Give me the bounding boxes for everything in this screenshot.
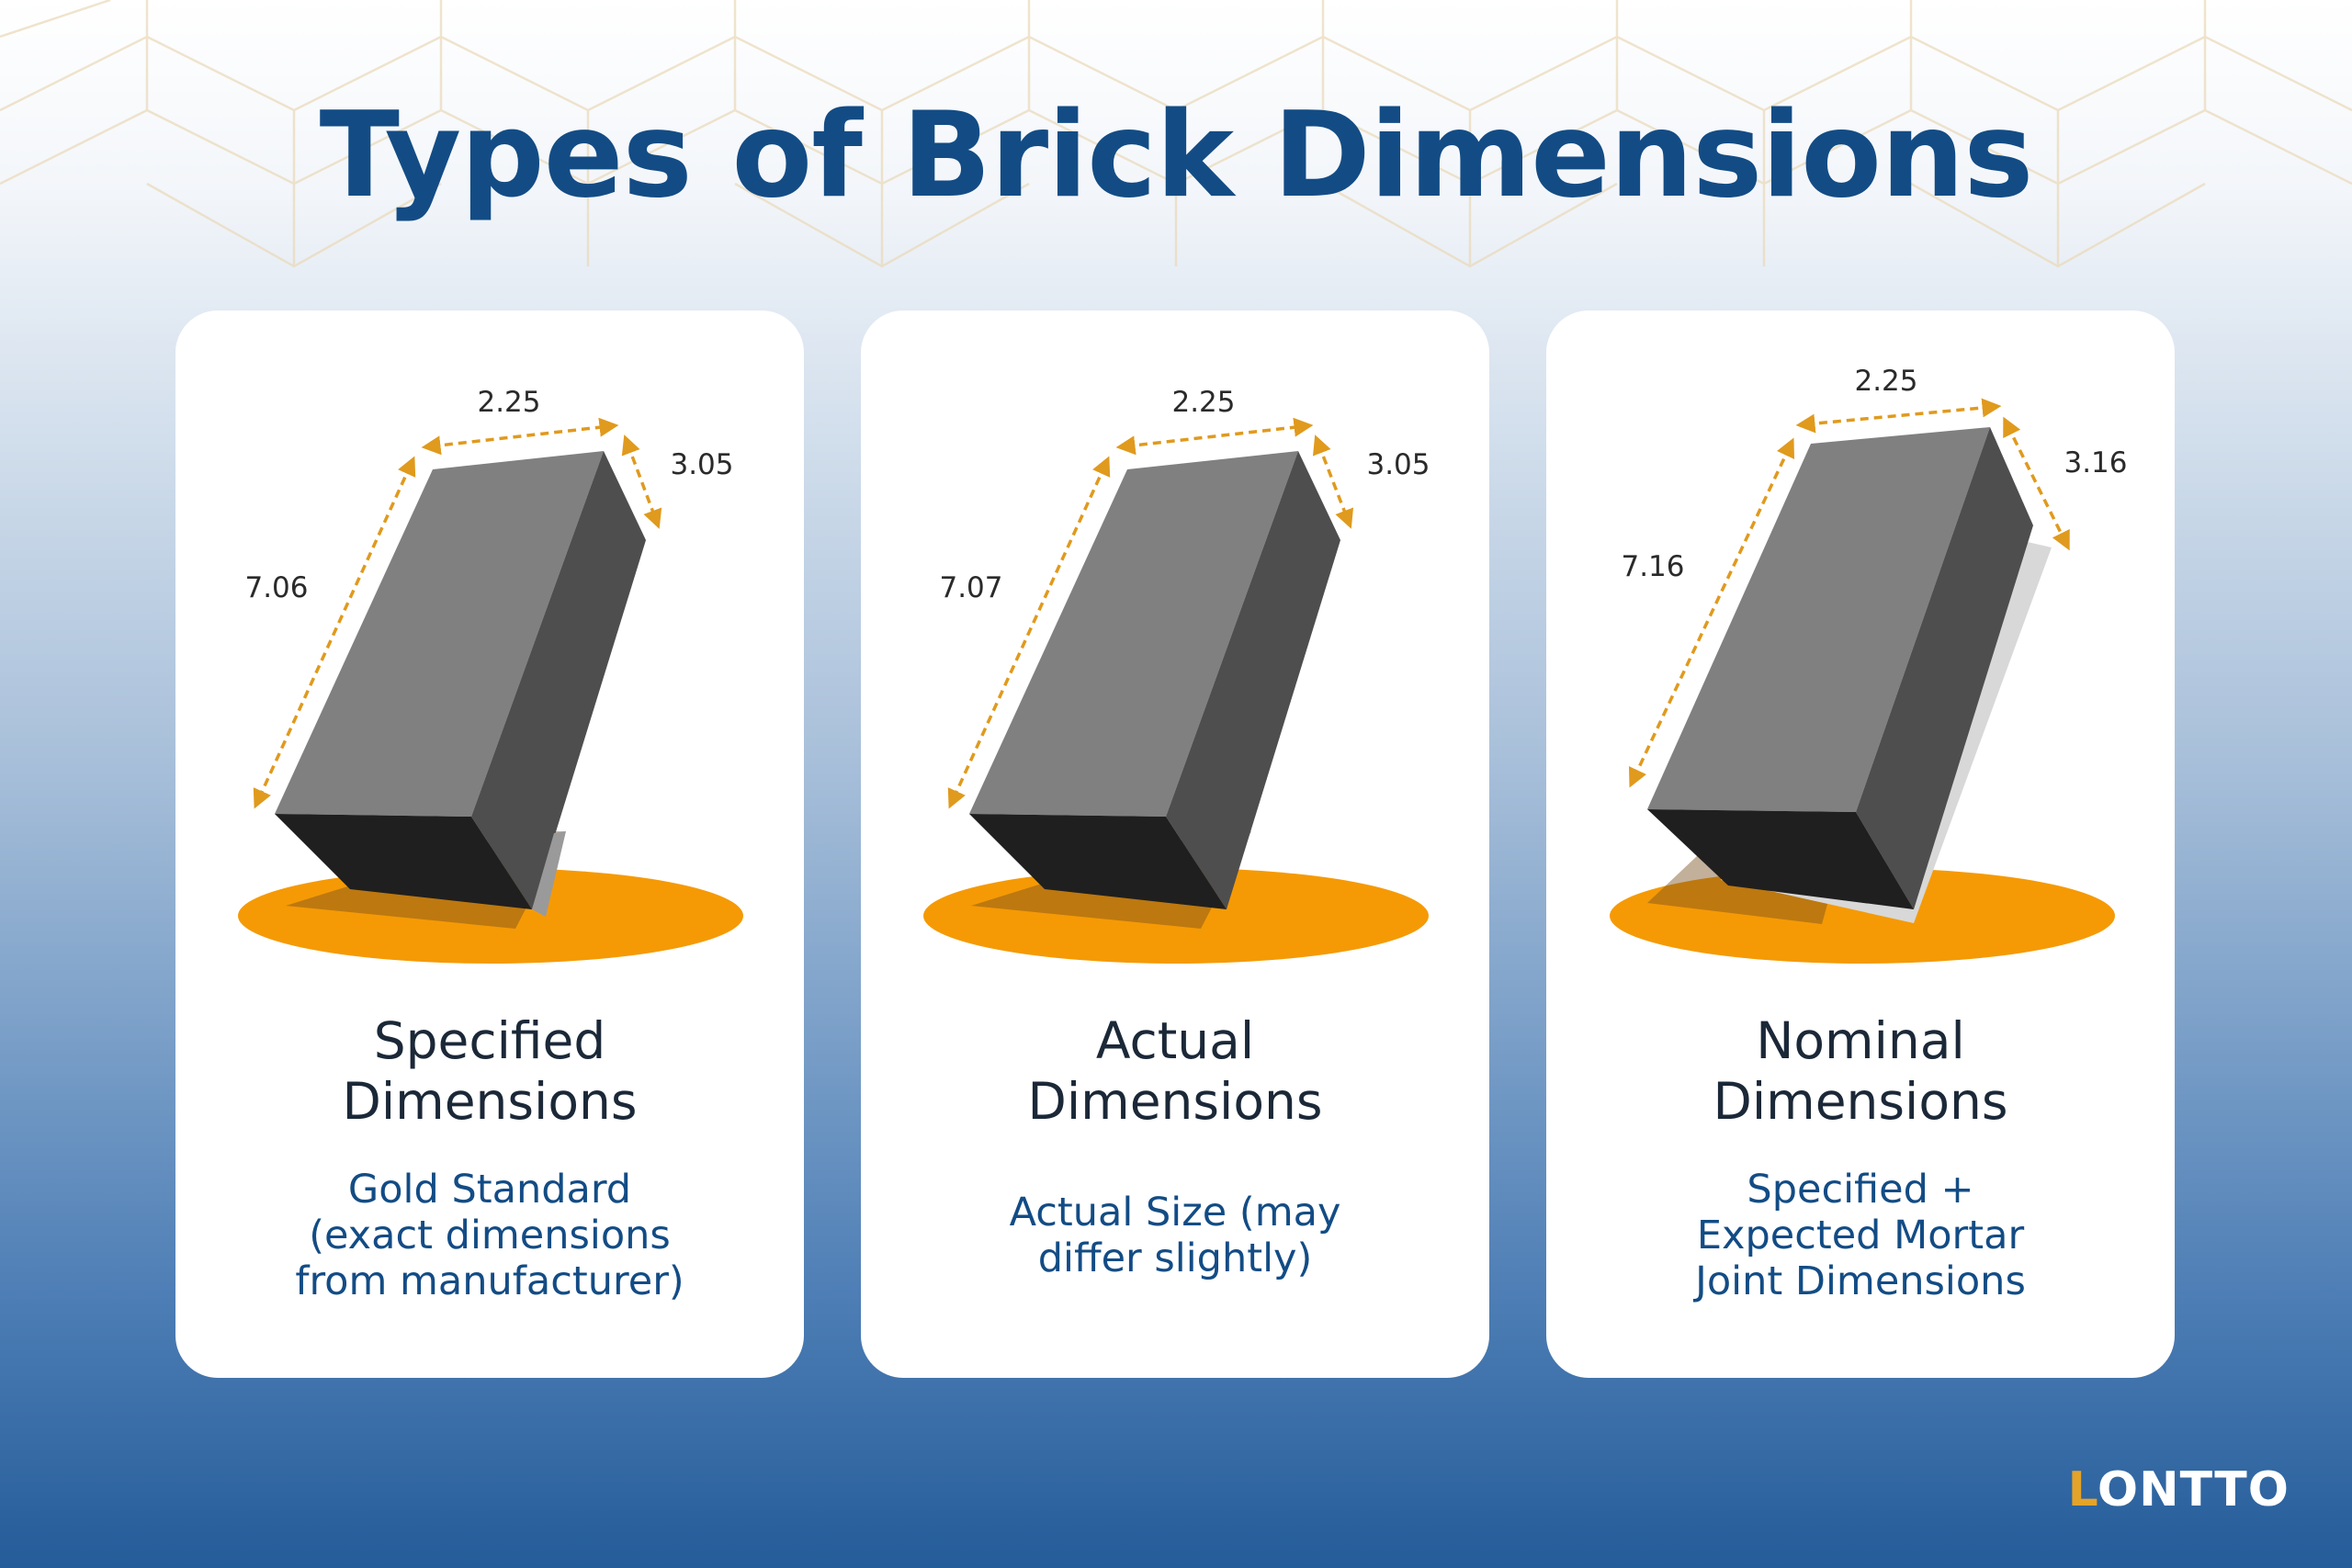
width-arrow bbox=[1795, 398, 2002, 434]
card-title: Actual Dimensions bbox=[1027, 1011, 1323, 1131]
width-arrow bbox=[1115, 417, 1314, 456]
height-label: 7.16 bbox=[1621, 550, 1684, 583]
height-arrow bbox=[1628, 437, 1795, 788]
brick-illustration: 2.25 3.05 7.06 bbox=[238, 386, 743, 964]
width-arrow bbox=[421, 417, 619, 456]
card-actual: 2.25 3.05 7.07 Actual Dimensions Actual … bbox=[861, 310, 1489, 1378]
page-title: Types of Brick Dimensions bbox=[319, 87, 2034, 224]
brick-bottom-face bbox=[969, 814, 1227, 909]
depth-label: 3.05 bbox=[670, 448, 733, 481]
brick-side-face bbox=[1856, 427, 2033, 909]
card-description: Specified + Expected Mortar Joint Dimens… bbox=[1695, 1167, 2026, 1304]
card-specified: 2.25 3.05 7.06 Specified Dimensions Gold… bbox=[175, 310, 804, 1378]
card-description: Gold Standard (exact dimensions from man… bbox=[295, 1167, 684, 1304]
depth-arrow bbox=[2003, 416, 2070, 551]
brick-side-edge bbox=[532, 831, 566, 917]
base-ellipse bbox=[923, 868, 1429, 964]
lontto-logo: LONTTO bbox=[2067, 1462, 2290, 1517]
card-nominal: 2.25 3.16 7.16 Nominal Dimensions Specif… bbox=[1546, 310, 2175, 1378]
height-label: 7.07 bbox=[939, 571, 1002, 604]
card-title: Specified Dimensions bbox=[342, 1011, 638, 1131]
base-ellipse bbox=[238, 868, 743, 964]
depth-label: 3.05 bbox=[1366, 448, 1430, 481]
card-description: Actual Size (may differ slightly) bbox=[1009, 1190, 1341, 1281]
brick-side-face bbox=[471, 451, 646, 909]
depth-label: 3.16 bbox=[2064, 446, 2127, 479]
height-arrow bbox=[947, 456, 1111, 809]
card-title: Nominal Dimensions bbox=[1713, 1011, 2008, 1131]
brick-illustration: 2.25 3.16 7.16 bbox=[1610, 365, 2128, 964]
height-arrow bbox=[253, 456, 416, 809]
width-label: 2.25 bbox=[1171, 386, 1235, 419]
base-ellipse bbox=[1610, 868, 2115, 964]
width-label: 2.25 bbox=[477, 386, 540, 419]
width-label: 2.25 bbox=[1854, 365, 1917, 398]
brick-side-face bbox=[1166, 451, 1340, 909]
brick-bottom-face bbox=[275, 814, 532, 909]
brick-bottom-face bbox=[1647, 809, 1914, 909]
brick-illustration: 2.25 3.05 7.07 bbox=[923, 386, 1430, 964]
background-hexagon-pattern bbox=[0, 0, 2352, 268]
depth-arrow bbox=[621, 434, 662, 529]
height-label: 7.06 bbox=[244, 571, 308, 604]
